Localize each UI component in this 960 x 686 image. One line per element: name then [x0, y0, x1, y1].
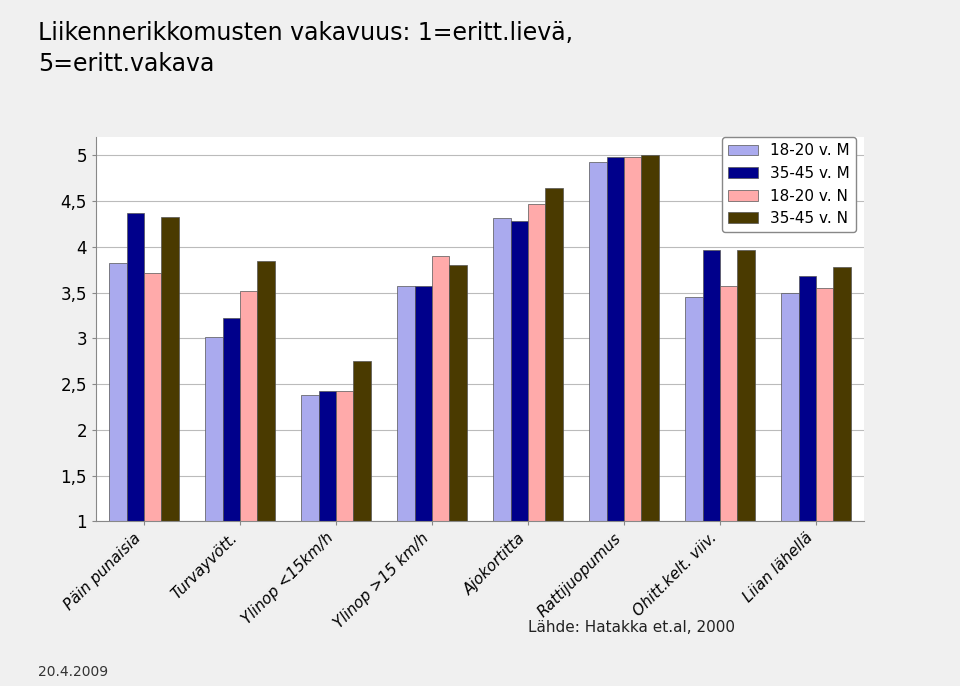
Bar — [319, 392, 336, 521]
Bar — [624, 157, 641, 521]
Bar — [781, 293, 799, 521]
Bar — [703, 250, 720, 521]
Bar — [223, 318, 240, 521]
Bar — [720, 286, 737, 521]
Bar — [336, 392, 353, 521]
Bar — [127, 213, 144, 521]
Bar — [301, 395, 319, 521]
Legend: 18-20 v. M, 35-45 v. M, 18-20 v. N, 35-45 v. N: 18-20 v. M, 35-45 v. M, 18-20 v. N, 35-4… — [722, 137, 856, 233]
Bar — [432, 256, 449, 521]
Bar — [816, 288, 833, 521]
Bar — [493, 217, 511, 521]
Bar — [511, 222, 528, 521]
Bar — [397, 286, 415, 521]
Text: 20.4.2009: 20.4.2009 — [38, 665, 108, 679]
Bar — [257, 261, 275, 521]
Bar — [161, 217, 179, 521]
Bar — [528, 204, 545, 521]
Bar — [415, 286, 432, 521]
Bar — [144, 272, 161, 521]
Bar — [737, 250, 755, 521]
Bar — [607, 157, 624, 521]
Bar — [641, 156, 659, 521]
Bar — [685, 297, 703, 521]
Bar — [109, 263, 127, 521]
Bar — [833, 267, 851, 521]
Bar — [589, 162, 607, 521]
Bar — [240, 291, 257, 521]
Bar — [799, 276, 816, 521]
Text: Lähde: Hatakka et.al, 2000: Lähde: Hatakka et.al, 2000 — [528, 619, 735, 635]
Text: Liikennerikkomusten vakavuus: 1=eritt.lievä,
5=eritt.vakava: Liikennerikkomusten vakavuus: 1=eritt.li… — [38, 21, 573, 76]
Bar — [205, 337, 223, 521]
Bar — [545, 187, 563, 521]
Bar — [449, 265, 467, 521]
Bar — [353, 362, 371, 521]
